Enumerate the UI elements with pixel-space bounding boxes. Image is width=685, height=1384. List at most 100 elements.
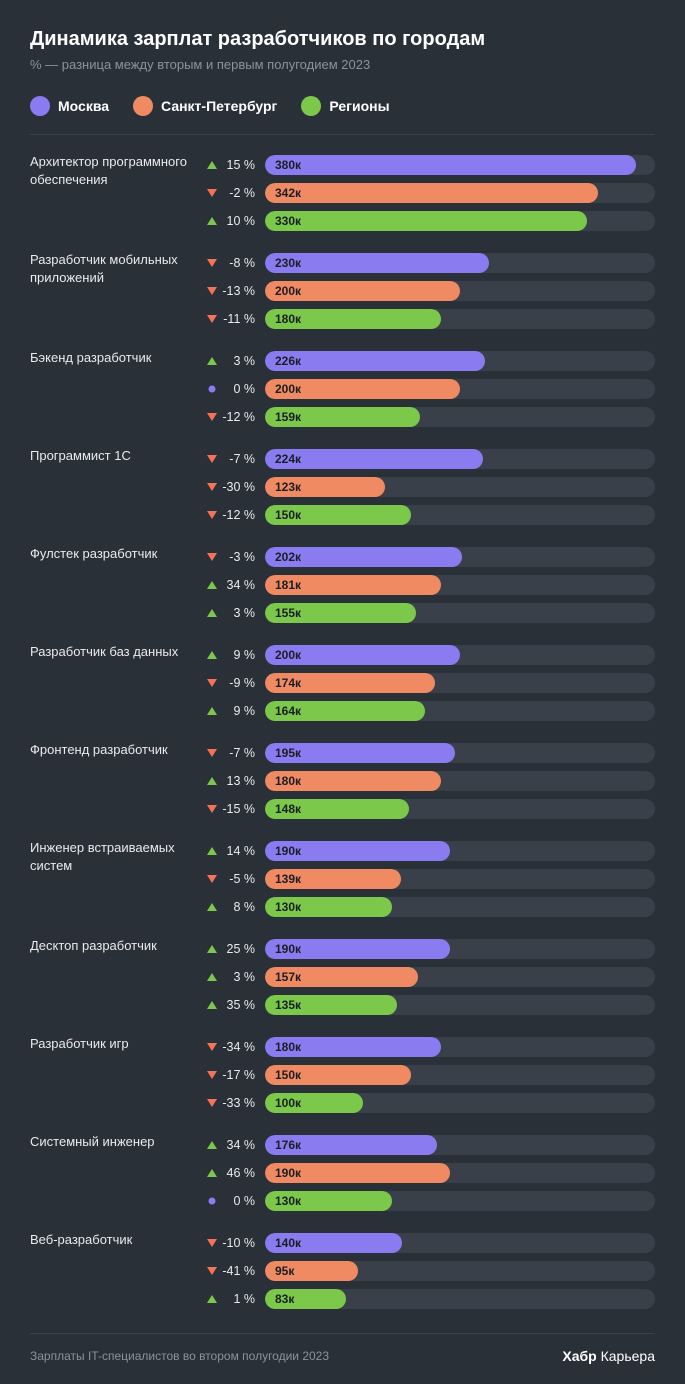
group-label: Десктоп разработчик bbox=[30, 937, 205, 1021]
pct-value: 34 % bbox=[219, 578, 265, 592]
group: Системный инженер34 %176к46 %190к0 %130к bbox=[30, 1133, 655, 1217]
bar-value-label: 195к bbox=[275, 746, 301, 760]
bar-value-label: 200к bbox=[275, 284, 301, 298]
pct-value: 35 % bbox=[219, 998, 265, 1012]
bar-track: 150к bbox=[265, 505, 655, 525]
group-label: Веб-разработчик bbox=[30, 1231, 205, 1315]
bar-value-label: 330к bbox=[275, 214, 301, 228]
bar-value-label: 200к bbox=[275, 648, 301, 662]
bar-row: 8 % 130к bbox=[205, 895, 655, 919]
pct-value: -12 % bbox=[219, 508, 265, 522]
bar-track: 190к bbox=[265, 1163, 655, 1183]
bar-track: 195к bbox=[265, 743, 655, 763]
bar-fill: 181к bbox=[265, 575, 441, 595]
footer-left: Зарплаты IT-специалистов во втором полуг… bbox=[30, 1349, 329, 1363]
bar-fill: 190к bbox=[265, 841, 450, 861]
pct-value: -10 % bbox=[219, 1236, 265, 1250]
group: Бэкенд разработчик3 %226к0 %200к-12 %159… bbox=[30, 349, 655, 433]
legend-label: Санкт-Петербург bbox=[161, 98, 277, 114]
bar-value-label: 224к bbox=[275, 452, 301, 466]
trend-down-icon bbox=[205, 483, 219, 491]
trend-down-icon bbox=[205, 679, 219, 687]
pct-value: 1 % bbox=[219, 1292, 265, 1306]
bar-value-label: 130к bbox=[275, 900, 301, 914]
bar-fill: 226к bbox=[265, 351, 485, 371]
trend-down-icon bbox=[205, 511, 219, 519]
bar-track: 190к bbox=[265, 841, 655, 861]
trend-down-icon bbox=[205, 749, 219, 757]
bar-row: -3 %202к bbox=[205, 545, 655, 569]
pct-value: 9 % bbox=[219, 648, 265, 662]
pct-value: 3 % bbox=[219, 606, 265, 620]
bar-track: 139к bbox=[265, 869, 655, 889]
bar-row: 25 % 190к bbox=[205, 937, 655, 961]
bar-track: 200к bbox=[265, 281, 655, 301]
pct-value: -13 % bbox=[219, 284, 265, 298]
bar-row: 1 %83к bbox=[205, 1287, 655, 1311]
bar-track: 380к bbox=[265, 155, 655, 175]
bar-row: -12 %150к bbox=[205, 503, 655, 527]
bar-value-label: 159к bbox=[275, 410, 301, 424]
bar-value-label: 155к bbox=[275, 606, 301, 620]
bar-value-label: 190к bbox=[275, 1166, 301, 1180]
bar-track: 200к bbox=[265, 379, 655, 399]
legend-item: Москва bbox=[30, 96, 109, 116]
pct-value: 9 % bbox=[219, 704, 265, 718]
bar-row: 9 %164к bbox=[205, 699, 655, 723]
group-label: Программист 1С bbox=[30, 447, 205, 531]
trend-up-icon bbox=[205, 357, 219, 365]
group: Десктоп разработчик25 %190к3 %157к35 %13… bbox=[30, 937, 655, 1021]
pct-value: 8 % bbox=[219, 900, 265, 914]
trend-up-icon bbox=[205, 161, 219, 169]
trend-up-icon bbox=[205, 651, 219, 659]
group-label: Разработчик игр bbox=[30, 1035, 205, 1119]
bar-track: 330к bbox=[265, 211, 655, 231]
bar-fill: 190к bbox=[265, 1163, 450, 1183]
group: Разработчик мобильных приложений-8 %230к… bbox=[30, 251, 655, 335]
bar-track: 230к bbox=[265, 253, 655, 273]
bar-fill: 180к bbox=[265, 771, 441, 791]
legend: МоскваСанкт-ПетербургРегионы bbox=[30, 96, 655, 116]
bar-value-label: 226к bbox=[275, 354, 301, 368]
footer-logo: Хабр Карьера bbox=[562, 1348, 655, 1364]
group: Инженер встраиваемых систем14 %190к-5 %1… bbox=[30, 839, 655, 923]
trend-up-icon bbox=[205, 973, 219, 981]
bar-fill: 176к bbox=[265, 1135, 437, 1155]
bar-value-label: 342к bbox=[275, 186, 301, 200]
bar-row: 3 %226к bbox=[205, 349, 655, 373]
bar-fill: 150к bbox=[265, 505, 411, 525]
trend-up-icon bbox=[205, 1169, 219, 1177]
bar-fill: 130к bbox=[265, 1191, 392, 1211]
bar-fill: 155к bbox=[265, 603, 416, 623]
bar-track: 83к bbox=[265, 1289, 655, 1309]
group-rows: 15 %380к-2 %342к10 %330к bbox=[205, 153, 655, 237]
bar-row: 13 %180к bbox=[205, 769, 655, 793]
trend-up-icon bbox=[205, 217, 219, 225]
bar-value-label: 190к bbox=[275, 942, 301, 956]
bar-fill: 150к bbox=[265, 1065, 411, 1085]
bar-row: -7 %195к bbox=[205, 741, 655, 765]
group-rows: -8 %230к-13 %200к-11 %180к bbox=[205, 251, 655, 335]
trend-neutral-icon bbox=[205, 385, 219, 393]
trend-down-icon bbox=[205, 1071, 219, 1079]
bar-value-label: 123к bbox=[275, 480, 301, 494]
bar-row: -33 %100к bbox=[205, 1091, 655, 1115]
pct-value: -33 % bbox=[219, 1096, 265, 1110]
bar-track: 155к bbox=[265, 603, 655, 623]
bar-value-label: 130к bbox=[275, 1194, 301, 1208]
trend-up-icon bbox=[205, 1141, 219, 1149]
pct-value: 25 % bbox=[219, 942, 265, 956]
bar-value-label: 190к bbox=[275, 844, 301, 858]
trend-down-icon bbox=[205, 1267, 219, 1275]
bar-fill: 195к bbox=[265, 743, 455, 763]
pct-value: -3 % bbox=[219, 550, 265, 564]
group: Разработчик игр-34 %180к-17 %150к-33 %10… bbox=[30, 1035, 655, 1119]
bar-value-label: 230к bbox=[275, 256, 301, 270]
trend-down-icon bbox=[205, 805, 219, 813]
group-rows: -3 %202к 34 %181к3 % 155к bbox=[205, 545, 655, 629]
bar-track: 159к bbox=[265, 407, 655, 427]
bar-row: -5 %139к bbox=[205, 867, 655, 891]
pct-value: -34 % bbox=[219, 1040, 265, 1054]
bar-row: 0 %200к bbox=[205, 377, 655, 401]
group-rows: 3 %226к0 %200к-12 %159к bbox=[205, 349, 655, 433]
